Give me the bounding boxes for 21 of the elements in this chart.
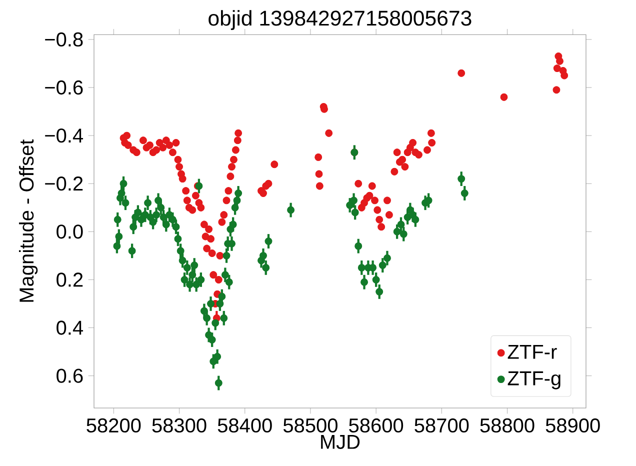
legend-label: ZTF-r <box>508 345 557 359</box>
y-tick-label: −0.8 <box>45 32 83 47</box>
x-tick-label: 58300 <box>152 418 206 433</box>
y-tick-label: −0.6 <box>45 80 83 95</box>
x-tick-label: 58500 <box>283 418 338 433</box>
y-tick-label: 0.4 <box>56 320 84 335</box>
x-tick-label: 58700 <box>414 418 469 433</box>
chart-title: objid 139842927158005673 <box>208 10 472 30</box>
y-tick-label: 0.2 <box>56 272 83 287</box>
legend-label: ZTF-g <box>508 371 560 390</box>
x-tick-label: 58800 <box>480 418 534 433</box>
y-tick-label: −0.2 <box>45 176 83 191</box>
x-tick-label: 58400 <box>218 418 272 433</box>
y-tick-label: 0.0 <box>56 224 83 239</box>
x-tick-label: 58900 <box>546 418 600 433</box>
x-tick-label: 58200 <box>86 418 141 433</box>
y-tick-label: −0.4 <box>45 128 84 143</box>
y-axis-title: Magnitude - Offset <box>18 139 38 302</box>
y-tick-label: 0.6 <box>56 368 83 383</box>
x-axis-title: MJD <box>321 435 360 449</box>
x-tick-label: 58600 <box>349 418 404 433</box>
